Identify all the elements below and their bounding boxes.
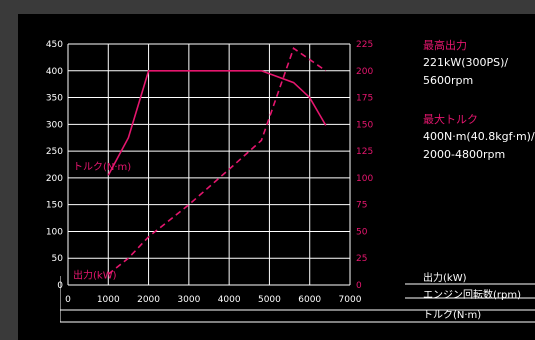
torque-series-label: トルク(N·m)	[73, 161, 131, 173]
y-left-tick-label: 400	[46, 67, 63, 77]
power-series-label: 出力(kW)	[73, 269, 117, 282]
series-labels: トルク(N·m) 出力(kW)	[73, 161, 131, 282]
y-right-tick-label: 175	[356, 94, 373, 104]
y-left-tick-label: 50	[52, 254, 64, 264]
y-left-tick-label: 100	[46, 227, 63, 237]
x-tick-label: 0	[65, 295, 71, 305]
spec-list: 最高出力 221kW(300PS)/ 5600rpm 最大トルク 400N·m(…	[423, 38, 535, 186]
max-torque-value: 400N·m(40.8kgf·m)/	[423, 130, 535, 143]
chart-series	[107, 47, 327, 275]
y-left-tick-label: 200	[46, 174, 63, 184]
y-left-tick-label: 350	[46, 94, 63, 104]
torque-unit-label: トルク(N·m)	[423, 310, 482, 321]
x-tick-label: 7000	[339, 295, 362, 305]
y-left-tick-label: 300	[46, 120, 63, 130]
power-unit-label: 出力(kW)	[423, 273, 467, 284]
y-right-tick-label: 0	[356, 281, 362, 291]
y-right-tick-label: 200	[356, 67, 373, 77]
x-tick-label: 3000	[177, 295, 200, 305]
x-tick-label: 4000	[218, 295, 241, 305]
y-right-tick-label: 150	[356, 120, 373, 130]
y-right-tick-label: 225	[356, 40, 373, 50]
x-tick-label: 1000	[97, 295, 120, 305]
y-right-tick-label: 25	[356, 254, 367, 264]
max-torque-spec: 最大トルク 400N·m(40.8kgf·m)/ 2000-4800rpm	[423, 112, 535, 164]
spec-panel: 0 1000 2000 3000 4000 5000 6000 7000 0 50 100 150 20…	[18, 14, 535, 340]
y-left-tick-label: 150	[46, 201, 63, 211]
rpm-unit-label: エンジン回転数(rpm)	[423, 290, 522, 301]
y-right-tick-label: 50	[356, 227, 368, 237]
performance-chart: 0 1000 2000 3000 4000 5000 6000 7000 0 50 100 150 20…	[46, 40, 374, 305]
max-power-title: 最高出力	[423, 39, 467, 52]
y-right-tick-label: 100	[356, 174, 373, 184]
axis-tick-labels: 0 1000 2000 3000 4000 5000 6000 7000 0 50 100 150 20…	[46, 40, 374, 305]
torque-curve	[107, 69, 327, 176]
y-right-tick-label: 125	[356, 147, 373, 157]
power-curve	[107, 47, 327, 275]
x-tick-label: 5000	[258, 295, 281, 305]
x-tick-label: 6000	[298, 295, 321, 305]
x-tick-label: 2000	[137, 295, 160, 305]
unit-legend-lines	[60, 276, 535, 323]
y-left-tick-label: 450	[46, 40, 63, 50]
max-torque-title: 最大トルク	[423, 113, 478, 126]
max-power-rpm: 5600rpm	[423, 74, 474, 87]
max-torque-rpm: 2000-4800rpm	[423, 148, 506, 161]
y-left-tick-label: 250	[46, 147, 63, 157]
max-power-value: 221kW(300PS)/	[423, 56, 509, 69]
max-power-spec: 最高出力 221kW(300PS)/ 5600rpm	[423, 38, 535, 90]
y-right-tick-label: 75	[356, 201, 367, 211]
